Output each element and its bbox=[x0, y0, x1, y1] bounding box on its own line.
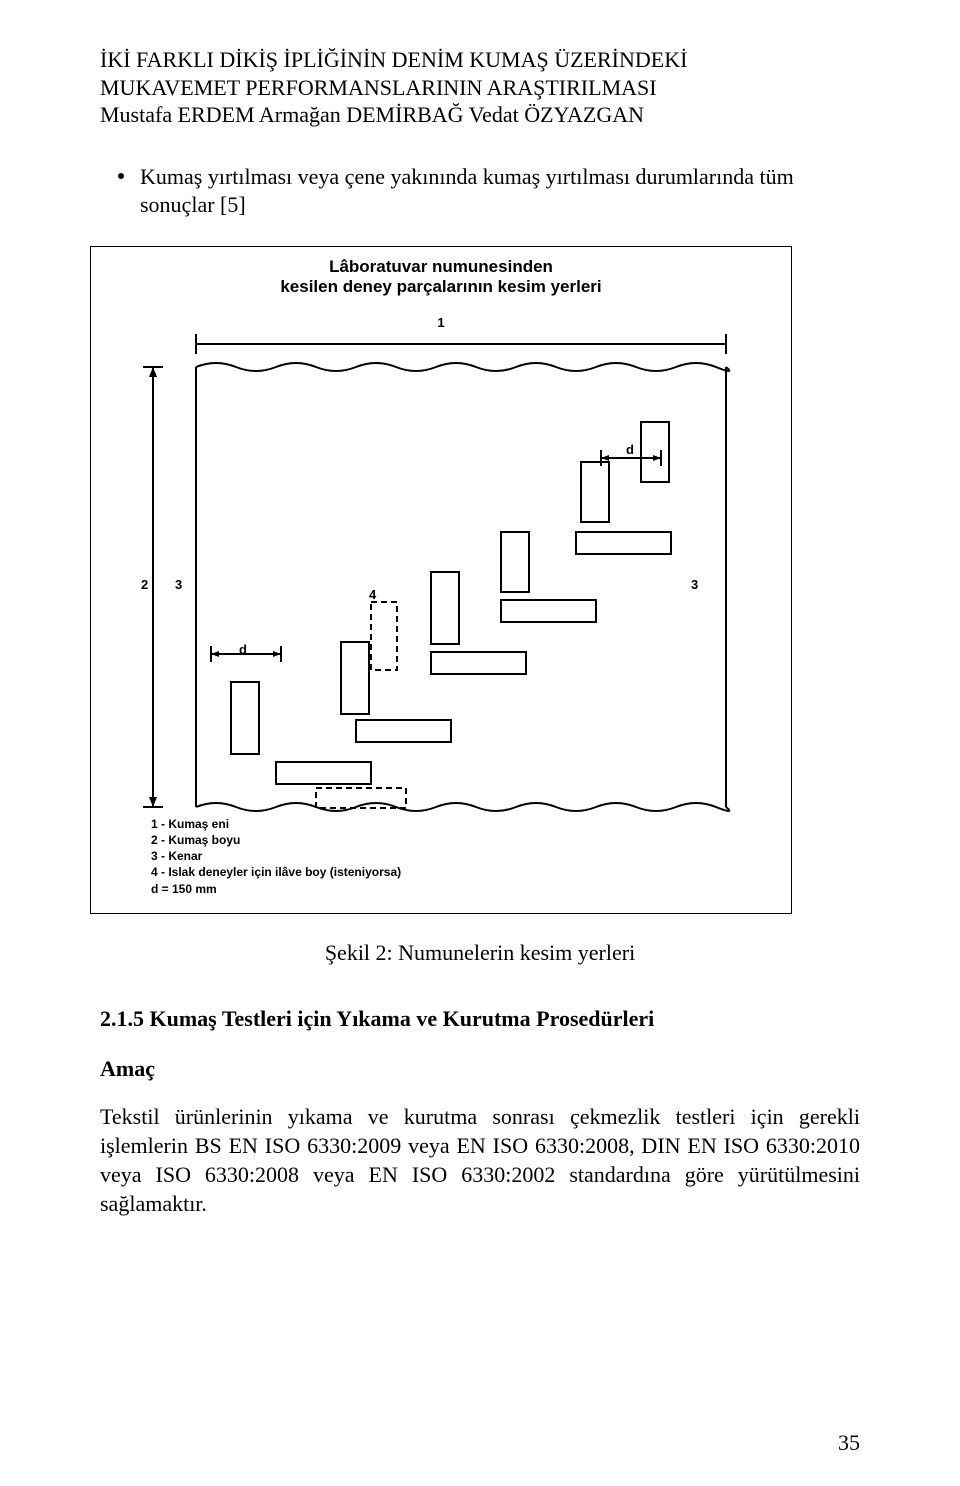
figure-legend: 1 - Kumaş eni 2 - Kumaş boyu 3 - Kenar 4… bbox=[151, 816, 401, 897]
figure-caption: Şekil 2: Numunelerin kesim yerleri bbox=[100, 940, 860, 966]
figure-title-line2: kesilen deney parçalarının kesim yerleri bbox=[280, 277, 601, 296]
page-number: 35 bbox=[838, 1430, 860, 1456]
bullet-text: Kumaş yırtılması veya çene yakınında kum… bbox=[140, 163, 860, 220]
bullet-icon bbox=[118, 173, 124, 179]
header-line2: MUKAVEMET PERFORMANSLARININ ARAŞTIRILMAS… bbox=[100, 74, 860, 102]
legend-line-3: 3 - Kenar bbox=[151, 848, 401, 864]
section-subheading: 2.1.5 Kumaş Testleri için Yıkama ve Kuru… bbox=[100, 1006, 860, 1032]
legend-line-4: 4 - Islak deneyler için ilâve boy (isten… bbox=[151, 864, 401, 880]
figure-svg bbox=[131, 332, 771, 832]
legend-line-1: 1 - Kumaş eni bbox=[151, 816, 401, 832]
figure-diagram: Lâboratuvar numunesinden kesilen deney p… bbox=[90, 246, 792, 914]
body-paragraph: Tekstil ürünlerinin yıkama ve kurutma so… bbox=[100, 1102, 860, 1218]
purpose-heading: Amaç bbox=[100, 1056, 860, 1082]
figure-title: Lâboratuvar numunesinden kesilen deney p… bbox=[91, 257, 791, 298]
legend-line-2: 2 - Kumaş boyu bbox=[151, 832, 401, 848]
dimension-1-label: 1 bbox=[91, 315, 791, 330]
page-header: İKİ FARKLI DİKİŞ İPLİĞİNİN DENİM KUMAŞ Ü… bbox=[100, 46, 860, 129]
legend-line-5: d = 150 mm bbox=[151, 881, 401, 897]
bullet-item: Kumaş yırtılması veya çene yakınında kum… bbox=[100, 163, 860, 220]
header-line1: İKİ FARKLI DİKİŞ İPLİĞİNİN DENİM KUMAŞ Ü… bbox=[100, 46, 860, 74]
figure-title-line1: Lâboratuvar numunesinden bbox=[329, 257, 553, 276]
header-line3: Mustafa ERDEM Armağan DEMİRBAĞ Vedat ÖZY… bbox=[100, 101, 860, 129]
